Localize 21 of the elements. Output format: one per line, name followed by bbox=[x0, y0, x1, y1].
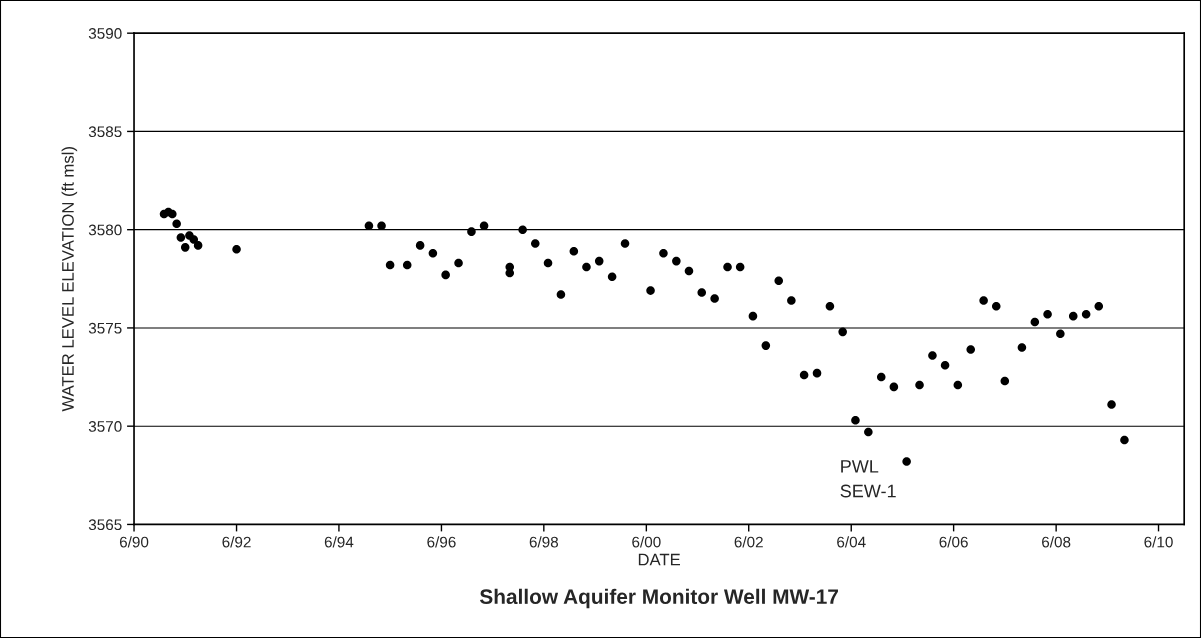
y-tick-label: 3585 bbox=[88, 126, 122, 138]
x-tick-label: 6/08 bbox=[1042, 536, 1071, 548]
y-axis-title: WATER LEVEL ELEVATION (ft msl) bbox=[61, 147, 78, 412]
x-tick-label: 6/04 bbox=[837, 536, 866, 548]
x-tick-label: 6/06 bbox=[939, 536, 968, 548]
y-tick-label: 3580 bbox=[88, 224, 122, 236]
x-tick-label: 6/92 bbox=[222, 536, 251, 548]
y-tick-label: 3590 bbox=[88, 28, 122, 39]
text: Shallow Aquifer Monitor Well MW-17 bbox=[479, 588, 838, 609]
annotation: PWL SEW-1 bbox=[840, 460, 896, 498]
x-tick-label: 6/94 bbox=[324, 536, 354, 548]
y-tick-label: 3575 bbox=[88, 322, 122, 334]
x-tick-label: 6/98 bbox=[529, 536, 559, 548]
x-axis-title: DATE bbox=[638, 553, 680, 566]
x-tick-label: 6/00 bbox=[632, 536, 661, 548]
x-tick-label: 6/10 bbox=[1144, 536, 1173, 548]
x-tick-label: 6/90 bbox=[119, 536, 149, 548]
x-tick-label: 6/96 bbox=[427, 536, 456, 548]
y-tick-label: 3565 bbox=[88, 519, 122, 531]
y-tick-label: 3570 bbox=[88, 421, 122, 432]
x-tick-label: 6/02 bbox=[734, 536, 763, 548]
